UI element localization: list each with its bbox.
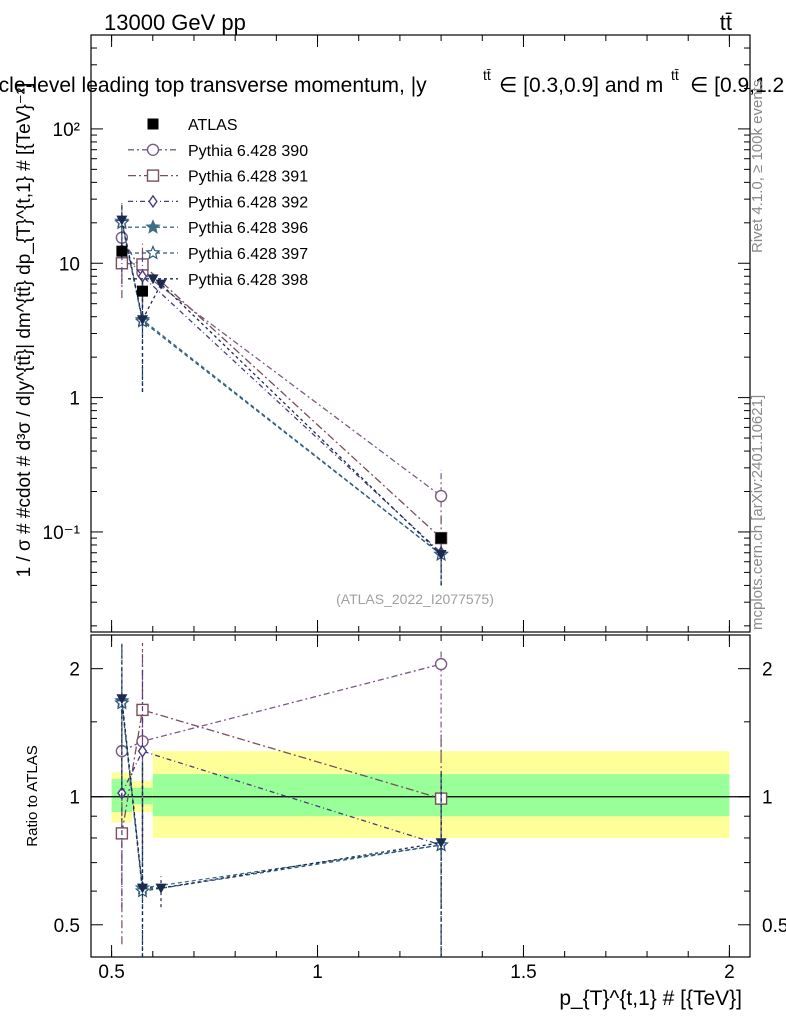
- ratio-point: [136, 883, 148, 894]
- x-tick-label: 2: [724, 962, 735, 983]
- x-tick-label: 1: [312, 962, 323, 983]
- legend-marker: [148, 194, 158, 209]
- ratio-tick-label-right: 1: [762, 788, 773, 809]
- y-axis-label-main: 1 / σ # #cdot # d³σ / d|y^{tt̄}| dm^{tt̄…: [14, 83, 35, 578]
- side-label-mcplots: mcplots.cern.ch [arXiv:2401.10621]: [749, 395, 766, 630]
- plot-title-sup1: tt̄: [483, 67, 491, 83]
- plot-title-part1: icle-level leading top transverse moment…: [0, 74, 427, 97]
- x-tick-label: 0.5: [98, 962, 124, 983]
- legend-label: Pythia 6.428 390: [188, 143, 308, 160]
- ratio-panel-frame: [90, 634, 751, 958]
- atlas-data-point: [435, 532, 447, 544]
- series-point: [116, 215, 128, 226]
- energy-label: 13000 GeV pp: [104, 10, 246, 35]
- ratio-tick-label: 1: [69, 788, 80, 809]
- legend-marker: [146, 143, 160, 157]
- legend-marker: [145, 219, 161, 234]
- side-label-rivet: Rivet 4.1.0, ≥ 100k events: [749, 80, 766, 253]
- legend-marker: [145, 244, 161, 260]
- main-series-layer: [114, 203, 449, 586]
- ratio-point: [435, 838, 447, 849]
- legend-marker: [146, 169, 160, 182]
- y-tick-label: 10: [59, 254, 80, 275]
- ratio-tick-label-right: 0.5: [762, 916, 786, 937]
- ratio-tick-label-right: 2: [762, 660, 773, 681]
- plot-title: icle-level leading top transverse moment…: [0, 67, 784, 97]
- axis-ticks: 0.5 1 1.5 2 10⁻¹ 1 10 10² 0.5 0.5 1 1 2 2: [43, 34, 786, 983]
- atlas-data-point: [116, 245, 128, 257]
- ratio-tick-label: 2: [69, 660, 80, 681]
- ratio-point: [137, 744, 148, 758]
- legend-label: Pythia 6.428 392: [188, 194, 308, 211]
- ratio-series-line: [121, 663, 442, 752]
- plot-title-part2: ∈ [0.3,0.9] and m: [499, 74, 663, 97]
- plot-title-part3: ∈ [0.9,1.2: [690, 74, 784, 97]
- ratio-uncertainty-bands: [91, 751, 750, 838]
- legend-label: Pythia 6.428 391: [188, 169, 308, 186]
- plot-title-sup2: tt̄: [671, 67, 679, 83]
- ratio-series-line: [121, 709, 442, 834]
- series-point: [435, 550, 447, 560]
- legend-label: Pythia 6.428 397: [188, 246, 308, 263]
- analysis-watermark: (ATLAS_2022_I2077575): [336, 591, 494, 607]
- y-tick-label: 1: [69, 389, 80, 410]
- ratio-series-layer: [114, 642, 449, 957]
- ratio-point: [155, 883, 167, 894]
- process-label: tt̄: [720, 10, 732, 35]
- legend-marker: [147, 274, 159, 285]
- y-axis-label-ratio: Ratio to ATLAS: [24, 745, 41, 846]
- x-tick-label: 1.5: [510, 962, 536, 983]
- ratio-point: [116, 694, 128, 705]
- legend: ATLAS Pythia 6.428 390 Pythia 6.428 391 Pyt…: [128, 117, 308, 289]
- series-line: [121, 262, 442, 539]
- legend-label: ATLAS: [188, 117, 238, 134]
- y-tick-label: 10²: [53, 120, 80, 141]
- ratio-series-line: [121, 698, 442, 889]
- series-point: [434, 489, 448, 503]
- legend-marker: [147, 118, 159, 130]
- ratio-series-line: [121, 750, 442, 846]
- legend-label: Pythia 6.428 396: [188, 220, 308, 237]
- series-point: [136, 315, 148, 326]
- ratio-point: [434, 657, 448, 671]
- atlas-data-point: [136, 285, 148, 297]
- series-line: [121, 237, 442, 497]
- series-line: [121, 219, 442, 555]
- series-point: [155, 279, 167, 290]
- x-axis-label: p_{T}^{t,1} # [{TeV}]: [559, 987, 742, 1010]
- legend-label: Pythia 6.428 398: [188, 272, 308, 289]
- y-tick-label: 10⁻¹: [43, 523, 81, 544]
- series-line: [121, 249, 442, 554]
- ratio-tick-label: 0.5: [54, 916, 80, 937]
